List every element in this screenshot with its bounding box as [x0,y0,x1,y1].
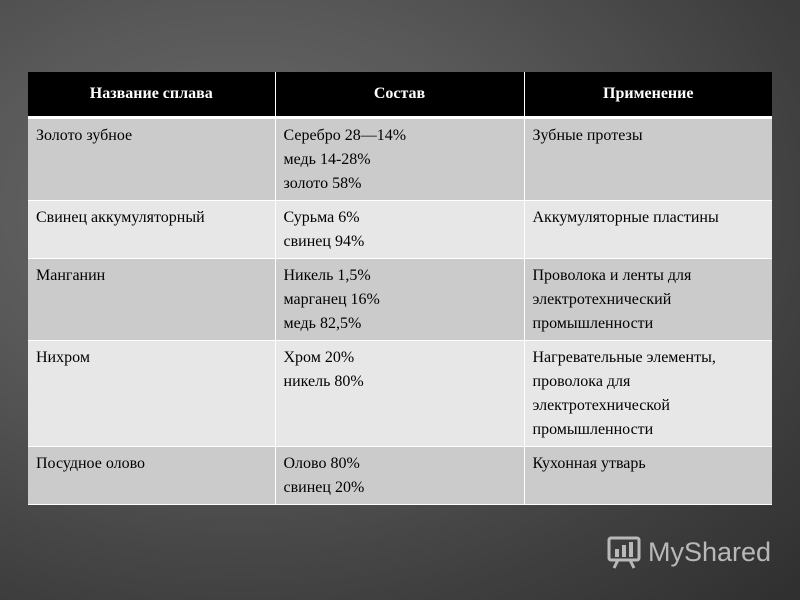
alloy-name-cell: Посудное олово [28,446,276,505]
application-cell: Зубные протезы [524,117,772,201]
table-row: Золото зубное Серебро 28—14% медь 14-28%… [28,117,772,201]
table-row: Манганин Никель 1,5% марганец 16% медь 8… [28,258,772,341]
composition-line: золото 58% [283,175,362,192]
watermark-text: MyShared [648,536,772,567]
alloy-name-cell: Нихром [28,340,276,447]
composition-cell: Сурьма 6% свинец 94% [275,200,525,259]
composition-line: медь 14-28% [283,151,371,168]
alloy-name: Посудное олово [36,455,146,472]
alloy-name: Золото зубное [36,127,133,144]
composition-line: Хром 20% [283,349,355,366]
composition-line: Сурьма 6% [283,209,360,226]
alloy-name-cell: Манганин [28,258,276,341]
alloy-name-cell: Свинец аккумуляторный [28,200,276,259]
composition-cell: Серебро 28—14% медь 14-28% золото 58% [275,117,525,201]
alloy-name: Нихром [36,349,90,366]
table-row: Свинец аккумуляторный Сурьма 6% свинец 9… [28,200,772,259]
composition-line: марганец 16% [283,291,380,308]
application-cell: Проволока и ленты для электротехнический… [524,258,772,341]
composition-cell: Никель 1,5% марганец 16% медь 82,5% [275,258,525,341]
composition-line: медь 82,5% [283,315,362,332]
table-row: Посудное олово Олово 80% свинец 20% Кухо… [28,446,772,505]
application-cell: Нагревательные элементы, проволока для э… [524,340,772,447]
application-text: Кухонная утварь [532,455,646,472]
alloy-name-cell: Золото зубное [28,117,276,201]
watermark: MyShared [606,534,771,570]
composition-line: никель 80% [283,373,364,390]
composition-line: свинец 94% [283,233,365,250]
composition-line: Серебро 28—14% [283,127,407,144]
header-application: Применение [524,72,772,119]
application-text: Проволока и ленты для электротехнический… [532,267,692,332]
application-cell: Кухонная утварь [524,446,772,505]
table-row: Нихром Хром 20% никель 80% Нагревательны… [28,340,772,447]
composition-cell: Хром 20% никель 80% [275,340,525,447]
composition-cell: Олово 80% свинец 20% [275,446,525,505]
table-header-row: Название сплава Состав Применение [28,72,772,119]
application-text: Зубные протезы [532,127,643,144]
composition-line: Олово 80% [283,455,360,472]
application-text: Аккумуляторные пластины [532,209,719,226]
header-alloy-name: Название сплава [28,72,276,119]
header-composition: Состав [275,72,525,119]
composition-line: свинец 20% [283,479,365,496]
presentation-board-icon [607,536,641,569]
application-cell: Аккумуляторные пластины [524,200,772,259]
application-text: Нагревательные элементы, проволока для э… [532,349,716,438]
alloys-table: Название сплава Состав Применение Золото… [28,72,772,505]
alloy-name: Свинец аккумуляторный [36,209,205,226]
composition-line: Никель 1,5% [283,267,371,284]
alloy-name: Манганин [36,267,106,284]
